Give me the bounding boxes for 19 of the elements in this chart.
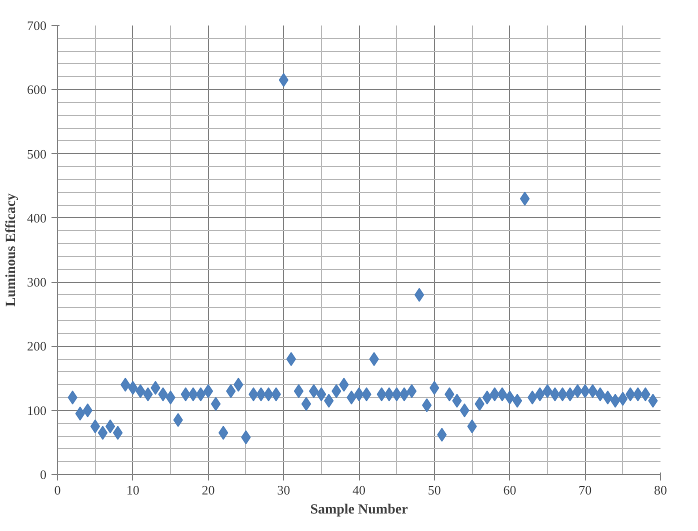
x-tick-label: 60 bbox=[503, 482, 516, 498]
x-tick-label: 70 bbox=[578, 482, 592, 498]
x-tick-label: 10 bbox=[126, 482, 140, 498]
y-tick-label: 100 bbox=[27, 402, 46, 418]
y-tick-label: 300 bbox=[27, 274, 46, 290]
y-tick-label: 400 bbox=[27, 210, 46, 226]
x-tick-label: 40 bbox=[352, 482, 366, 498]
x-tick-label: 30 bbox=[277, 482, 290, 498]
y-axis-title: Luminous Efficacy bbox=[4, 193, 19, 307]
y-tick-label: 500 bbox=[27, 146, 46, 162]
y-tick-label: 700 bbox=[27, 18, 46, 33]
x-tick-label: 80 bbox=[654, 482, 667, 498]
y-tick-label: 0 bbox=[40, 467, 46, 482]
x-tick-label: 20 bbox=[202, 482, 215, 498]
x-tick-label: 50 bbox=[428, 482, 441, 498]
y-tick-label: 600 bbox=[27, 82, 46, 98]
y-tick-label: 200 bbox=[27, 338, 46, 354]
x-axis-title: Sample Number bbox=[310, 502, 408, 518]
x-tick-label: 0 bbox=[54, 482, 61, 498]
